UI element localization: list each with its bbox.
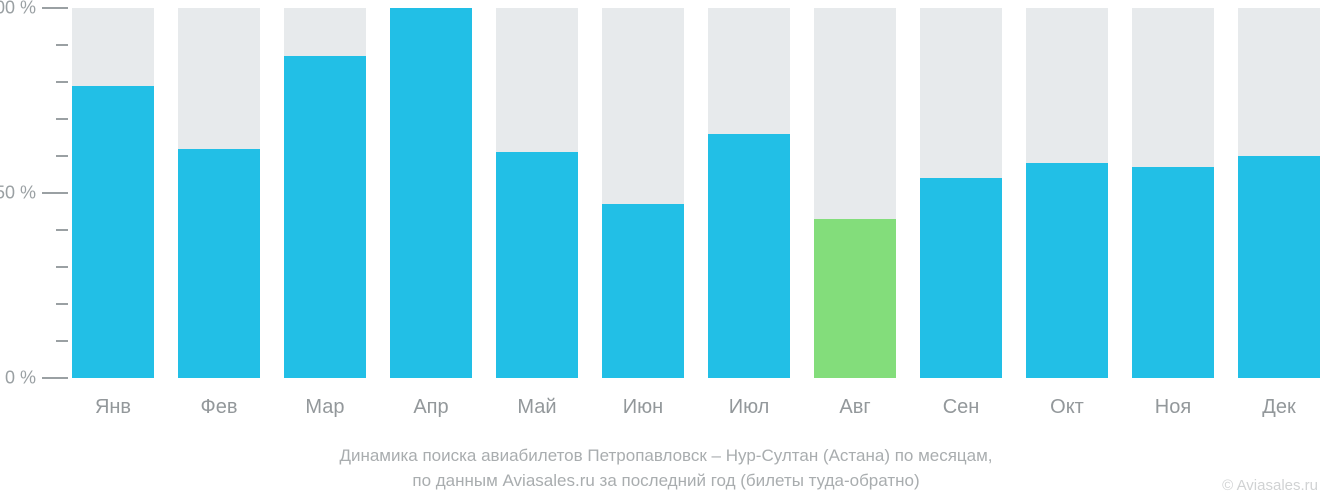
bar: [178, 149, 260, 378]
y-minor-tick: [56, 81, 68, 83]
x-tick-label: Ноя: [1132, 378, 1214, 419]
x-tick-label: Мар: [284, 378, 366, 419]
y-minor-tick: [56, 229, 68, 231]
bar: [1132, 167, 1214, 378]
x-tick-label: Май: [496, 378, 578, 419]
caption-line-1: Динамика поиска авиабилетов Петропавловс…: [0, 444, 1332, 469]
y-tick-label: 100 %: [0, 0, 36, 19]
bar-slot: Июн: [602, 8, 684, 378]
bar-slot: Июл: [708, 8, 790, 378]
y-minor-tick: [56, 303, 68, 305]
y-minor-tick: [56, 266, 68, 268]
chart-container: 0 %50 %100 % ЯнвФевМарАпрМайИюнИюлАвгСен…: [0, 0, 1332, 502]
bar: [72, 86, 154, 378]
bar: [1238, 156, 1320, 378]
y-major-tick: [42, 192, 68, 194]
bar-slot: Май: [496, 8, 578, 378]
x-tick-label: Апр: [390, 378, 472, 419]
bar: [920, 178, 1002, 378]
bar-slot: Авг: [814, 8, 896, 378]
y-minor-tick: [56, 44, 68, 46]
y-axis: 0 %50 %100 %: [0, 8, 72, 378]
caption-line-2: по данным Aviasales.ru за последний год …: [0, 469, 1332, 494]
bar-slot: Ноя: [1132, 8, 1214, 378]
bar: [284, 56, 366, 378]
bar: [1026, 163, 1108, 378]
bar: [496, 152, 578, 378]
x-tick-label: Дек: [1238, 378, 1320, 419]
bar: [390, 8, 472, 378]
y-major-tick: [42, 377, 68, 379]
y-major-tick: [42, 7, 68, 9]
bar-slot: Сен: [920, 8, 1002, 378]
x-tick-label: Июн: [602, 378, 684, 419]
bar-slot: Окт: [1026, 8, 1108, 378]
x-tick-label: Фев: [178, 378, 260, 419]
x-tick-label: Окт: [1026, 378, 1108, 419]
bar-slot: Дек: [1238, 8, 1320, 378]
chart-caption: Динамика поиска авиабилетов Петропавловс…: [0, 444, 1332, 493]
bar: [708, 134, 790, 378]
y-minor-tick: [56, 340, 68, 342]
x-tick-label: Авг: [814, 378, 896, 419]
y-tick-label: 0 %: [5, 368, 36, 389]
bar: [602, 204, 684, 378]
watermark: © Aviasales.ru: [1222, 477, 1318, 494]
bar-slot: Фев: [178, 8, 260, 378]
bars-area: Янв Фев Мар Апр Май Июн Июл Авг Сен Окт Ноя Дек: [72, 8, 1320, 378]
x-tick-label: Янв: [72, 378, 154, 419]
bar-slot: Апр: [390, 8, 472, 378]
y-tick-label: 50 %: [0, 183, 36, 204]
bar-slot: Мар: [284, 8, 366, 378]
y-minor-tick: [56, 155, 68, 157]
bar-slot: Янв: [72, 8, 154, 378]
y-minor-tick: [56, 118, 68, 120]
bar: [814, 219, 896, 378]
x-tick-label: Июл: [708, 378, 790, 419]
x-tick-label: Сен: [920, 378, 1002, 419]
